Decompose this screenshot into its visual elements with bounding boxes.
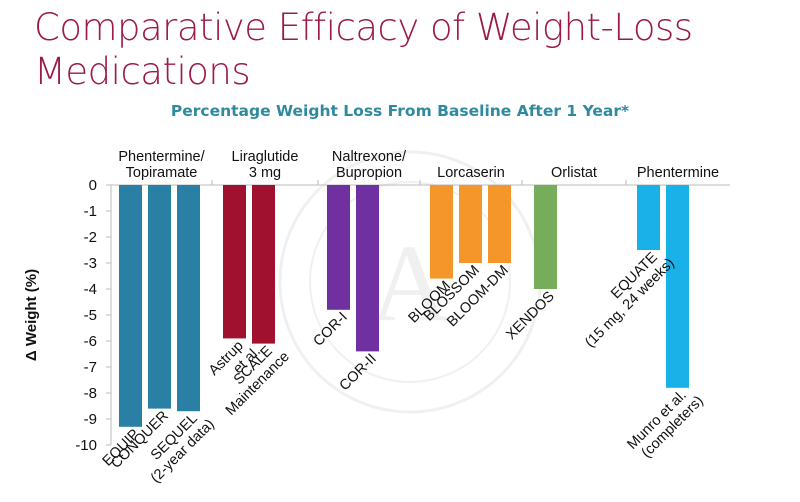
y-axis-label: Δ Weight (%)	[23, 269, 40, 361]
group-label: 3 mg	[249, 165, 281, 181]
y-tick-label: -9	[84, 411, 97, 428]
bar	[252, 185, 275, 344]
bar	[177, 185, 200, 412]
slide-title: Comparative Efficacy of Weight-Loss Medi…	[34, 6, 693, 93]
group-label: Phentermine/	[118, 149, 205, 165]
y-tick-label: -6	[84, 333, 97, 350]
group-label: Topiramate	[126, 165, 198, 181]
bar	[534, 185, 557, 289]
y-tick-label: -3	[84, 255, 97, 272]
group-label: Bupropion	[336, 165, 402, 181]
bar-label: XENDOS	[503, 289, 558, 344]
bar	[223, 185, 246, 339]
group-label: Lorcaserin	[437, 165, 505, 181]
y-tick-label: -5	[84, 307, 97, 324]
bar-label: Munro et al.(completers)	[624, 382, 706, 464]
bar-label-line: XENDOS	[503, 289, 558, 344]
bar	[327, 185, 350, 310]
bar	[356, 185, 379, 352]
group-label: Orlistat	[551, 165, 597, 181]
bar	[637, 185, 660, 250]
chart-subtitle: Percentage Weight Loss From Baseline Aft…	[170, 102, 630, 120]
bar-label: EQUATE(15 mg, 24 weeks)	[571, 244, 678, 351]
y-tick-label: -4	[84, 281, 97, 298]
y-tick-label: -7	[84, 359, 97, 376]
y-tick-label: -2	[84, 229, 97, 246]
bar	[430, 185, 453, 279]
bar	[459, 185, 482, 263]
bar	[148, 185, 171, 409]
bar-label: SEQUEL(2-year data)	[136, 405, 217, 486]
bar	[666, 185, 689, 388]
bar	[119, 185, 142, 427]
y-tick-label: -1	[84, 203, 97, 220]
group-label: Liraglutide	[232, 149, 299, 165]
y-tick-label: 0	[89, 177, 97, 194]
y-tick-label: -8	[84, 385, 97, 402]
bar	[488, 185, 511, 263]
y-tick-label: -10	[75, 437, 97, 454]
group-label: Naltrexone/	[332, 149, 407, 165]
group-label: Phentermine	[637, 165, 719, 181]
